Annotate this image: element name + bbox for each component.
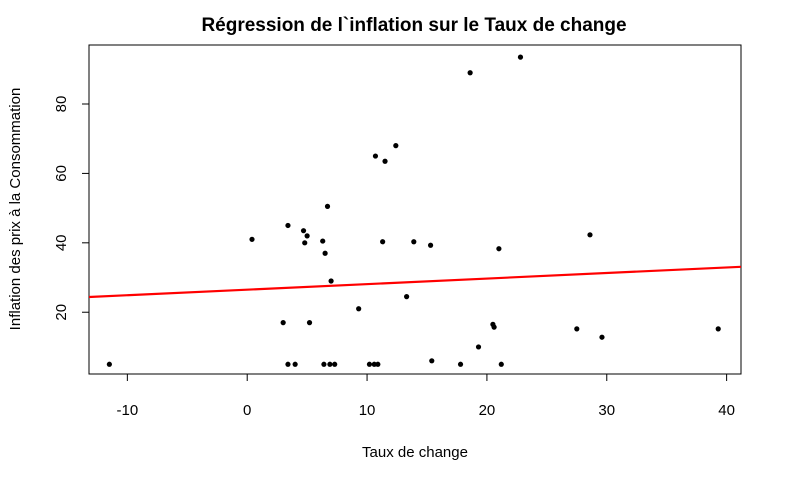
data-point <box>332 361 338 367</box>
y-axis-label: Inflation des prix à la Consommation <box>7 88 24 331</box>
data-point <box>300 228 307 234</box>
data-point <box>285 361 291 367</box>
data-point <box>380 239 386 245</box>
x-axis-label: Taux de change <box>362 444 468 461</box>
data-point <box>249 236 255 242</box>
regression-line <box>88 265 742 299</box>
x-tick-label: 10 <box>359 402 376 419</box>
data-point <box>599 334 605 340</box>
x-tick-label: 0 <box>243 402 251 419</box>
data-point <box>411 239 417 245</box>
data-point <box>467 70 473 76</box>
data-point <box>302 240 308 246</box>
data-point <box>328 278 334 284</box>
data-point <box>491 324 497 330</box>
data-point <box>320 238 326 244</box>
y-tick-label: 20 <box>53 304 70 321</box>
data-point <box>280 320 286 326</box>
y-tick-label: 80 <box>53 96 70 113</box>
data-point <box>457 361 464 367</box>
data-point <box>371 361 377 367</box>
data-point <box>498 361 504 367</box>
data-point <box>321 361 327 367</box>
x-tick-label: 40 <box>718 402 735 419</box>
data-point <box>427 242 434 248</box>
x-tick-label: 20 <box>479 402 496 419</box>
data-point <box>574 326 580 332</box>
data-point <box>475 344 482 350</box>
y-axis: 20 40 60 80 <box>53 96 89 321</box>
data-point <box>304 233 310 239</box>
chart-title: Régression de l`inflation sur le Taux de… <box>201 15 626 36</box>
x-tick-label: -10 <box>117 402 139 419</box>
data-point <box>715 326 721 332</box>
data-point <box>375 361 381 367</box>
data-point <box>322 250 328 256</box>
data-point <box>372 153 379 159</box>
data-point <box>306 320 313 326</box>
data-point <box>324 203 331 209</box>
y-tick-label: 60 <box>53 165 70 182</box>
plot-frame <box>88 44 742 375</box>
data-point <box>393 143 399 149</box>
data-point <box>429 358 435 364</box>
data-point <box>382 158 388 164</box>
regression-line-group <box>88 265 742 299</box>
x-axis: -10 0 10 20 30 40 <box>117 374 735 419</box>
data-point <box>496 246 502 252</box>
data-points <box>106 54 721 367</box>
x-tick-label: 30 <box>598 402 615 419</box>
data-point <box>327 361 333 367</box>
data-point <box>517 54 524 60</box>
y-tick-label: 40 <box>53 234 70 251</box>
data-point <box>356 306 362 312</box>
data-point <box>106 361 112 367</box>
data-point <box>587 232 593 238</box>
data-point <box>292 361 298 367</box>
data-point <box>404 294 410 300</box>
data-point <box>285 222 291 229</box>
data-point <box>366 361 373 367</box>
